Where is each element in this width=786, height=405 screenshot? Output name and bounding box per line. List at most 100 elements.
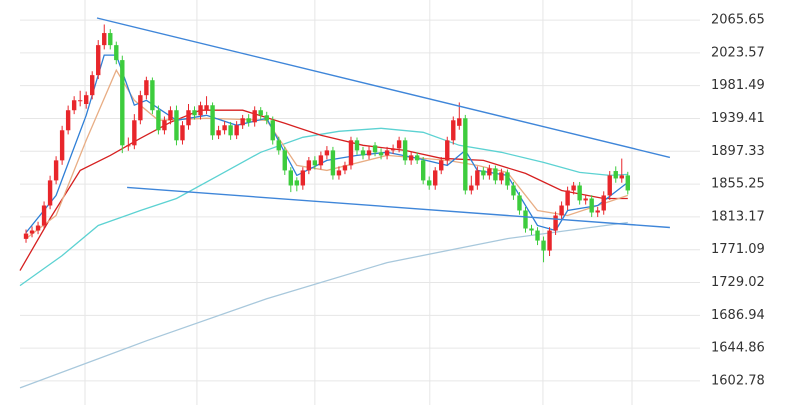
- candle-body: [150, 80, 155, 111]
- candle-body: [35, 225, 41, 231]
- candle-body: [475, 170, 480, 186]
- candle-body: [276, 140, 281, 151]
- candle-body: [342, 165, 348, 171]
- y-tick-label: 1939.41: [711, 111, 765, 126]
- candle-body: [420, 160, 426, 181]
- candle-body: [330, 150, 336, 176]
- candle-body: [535, 230, 540, 241]
- y-tick-label: 2065.65: [711, 13, 765, 28]
- candle-body: [607, 175, 612, 196]
- candle-body: [120, 60, 125, 146]
- candle-body: [198, 105, 203, 116]
- candle-body: [174, 110, 179, 141]
- candle-body: [234, 125, 239, 136]
- candle-body: [59, 130, 65, 161]
- candle-body: [96, 45, 101, 76]
- candle-body: [439, 160, 444, 171]
- y-tick-label: 1644.86: [711, 341, 765, 356]
- candle-body: [41, 205, 47, 226]
- candle-body: [625, 175, 630, 191]
- candle-body: [481, 170, 486, 176]
- candle-body: [252, 110, 257, 123]
- candle-body: [390, 148, 396, 151]
- candle-body: [294, 180, 300, 186]
- candle-body: [29, 230, 35, 234]
- moving-average-line: [25, 54, 629, 234]
- candle-body: [619, 175, 624, 179]
- candle-body: [396, 140, 402, 149]
- trend-line: [96, 17, 671, 159]
- candle-body: [372, 145, 378, 153]
- candle-body: [469, 185, 474, 191]
- candle-body: [366, 150, 372, 156]
- candle-body: [77, 100, 83, 102]
- moving-average-line: [19, 221, 628, 389]
- candle-body: [601, 195, 606, 211]
- candle-body: [451, 120, 456, 141]
- candle-body: [240, 118, 245, 126]
- candle-body: [228, 125, 233, 136]
- y-tick-label: 1813.17: [711, 209, 765, 224]
- candle-body: [583, 198, 588, 201]
- candle-body: [433, 170, 438, 186]
- y-tick-label: 1686.94: [711, 308, 765, 323]
- candle-body: [547, 230, 552, 251]
- y-tick-label: 2023.57: [711, 45, 765, 60]
- candle-body: [445, 140, 450, 161]
- candle-body: [180, 125, 185, 141]
- candle-body: [384, 150, 390, 156]
- moving-average-line: [19, 109, 628, 271]
- candle-body: [559, 205, 564, 216]
- candle-body: [126, 145, 131, 147]
- candle-body: [553, 215, 558, 231]
- candle-body: [47, 180, 53, 206]
- y-tick-label: 1981.49: [711, 78, 765, 93]
- candle-body: [348, 140, 354, 166]
- candle-body: [354, 140, 360, 151]
- candle-body: [318, 155, 324, 166]
- candle-body: [90, 75, 95, 96]
- candle-body: [306, 160, 312, 171]
- candle-body: [270, 120, 275, 141]
- candle-body: [102, 33, 107, 46]
- candle-body: [613, 171, 618, 179]
- candle-body: [71, 100, 77, 111]
- candle-body: [210, 105, 215, 136]
- candle-body: [186, 110, 191, 126]
- candle-body: [378, 152, 384, 156]
- candle-body: [264, 115, 269, 121]
- candle-body: [300, 170, 306, 186]
- candle-body: [402, 140, 408, 161]
- candle-body: [144, 80, 149, 96]
- y-tick-label: 1602.78: [711, 373, 765, 388]
- candle-body: [589, 198, 594, 213]
- candle-body: [192, 110, 197, 116]
- candle-body: [282, 150, 287, 171]
- candle-body: [336, 170, 342, 176]
- candle-body: [108, 33, 113, 46]
- y-tick-label: 1855.25: [711, 177, 765, 192]
- candle-body: [168, 110, 173, 121]
- candle-body: [493, 168, 498, 181]
- candle-body: [53, 160, 59, 181]
- candle-body: [517, 195, 522, 211]
- candle-body: [571, 185, 576, 191]
- moving-average-line: [19, 127, 628, 287]
- candle-body: [427, 180, 432, 186]
- candle-body: [216, 130, 221, 136]
- candle-body: [360, 150, 366, 156]
- candle-body: [258, 110, 263, 116]
- candle-body: [499, 172, 504, 181]
- candle-body: [138, 95, 143, 121]
- y-tick-label: 1897.33: [711, 144, 765, 159]
- candle-body: [529, 228, 534, 231]
- candle-body: [541, 240, 546, 251]
- candle-body: [65, 110, 71, 131]
- candle-body: [487, 168, 492, 176]
- candle-body: [246, 118, 251, 123]
- candle-body: [156, 110, 161, 131]
- candle-body: [577, 185, 582, 201]
- candle-body: [114, 45, 119, 61]
- candle-body: [23, 233, 29, 239]
